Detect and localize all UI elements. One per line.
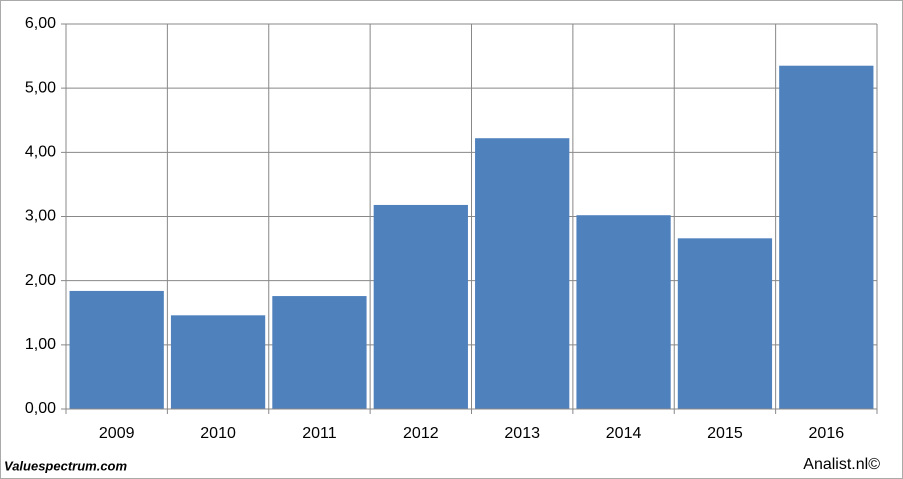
bar: [779, 65, 874, 409]
bar: [170, 315, 266, 409]
bar: [677, 238, 773, 409]
x-tick-label: 2009: [99, 425, 135, 442]
x-tick-label: 2013: [504, 425, 540, 442]
source-label: Valuespectrum.com: [4, 458, 128, 473]
y-tick-label: 1,00: [25, 336, 56, 353]
x-tick-label: 2011: [302, 425, 337, 442]
bar: [272, 296, 367, 409]
bar: [475, 138, 570, 409]
y-tick-label: 2,00: [25, 272, 56, 289]
credit-label: Analist.nl©: [803, 456, 880, 473]
bar: [373, 204, 468, 409]
y-tick-label: 5,00: [25, 79, 56, 96]
x-tick-label: 2014: [606, 425, 642, 442]
x-tick-label: 2015: [707, 425, 743, 442]
y-tick-label: 4,00: [25, 144, 56, 161]
x-tick-label: 2012: [403, 425, 439, 442]
y-tick-label: 6,00: [25, 15, 56, 32]
x-tick-label: 2016: [809, 425, 845, 442]
bar: [69, 290, 164, 409]
bar: [576, 215, 671, 409]
y-tick-label: 0,00: [25, 400, 56, 417]
y-tick-label: 3,00: [25, 208, 56, 225]
x-tick-label: 2010: [200, 425, 236, 442]
